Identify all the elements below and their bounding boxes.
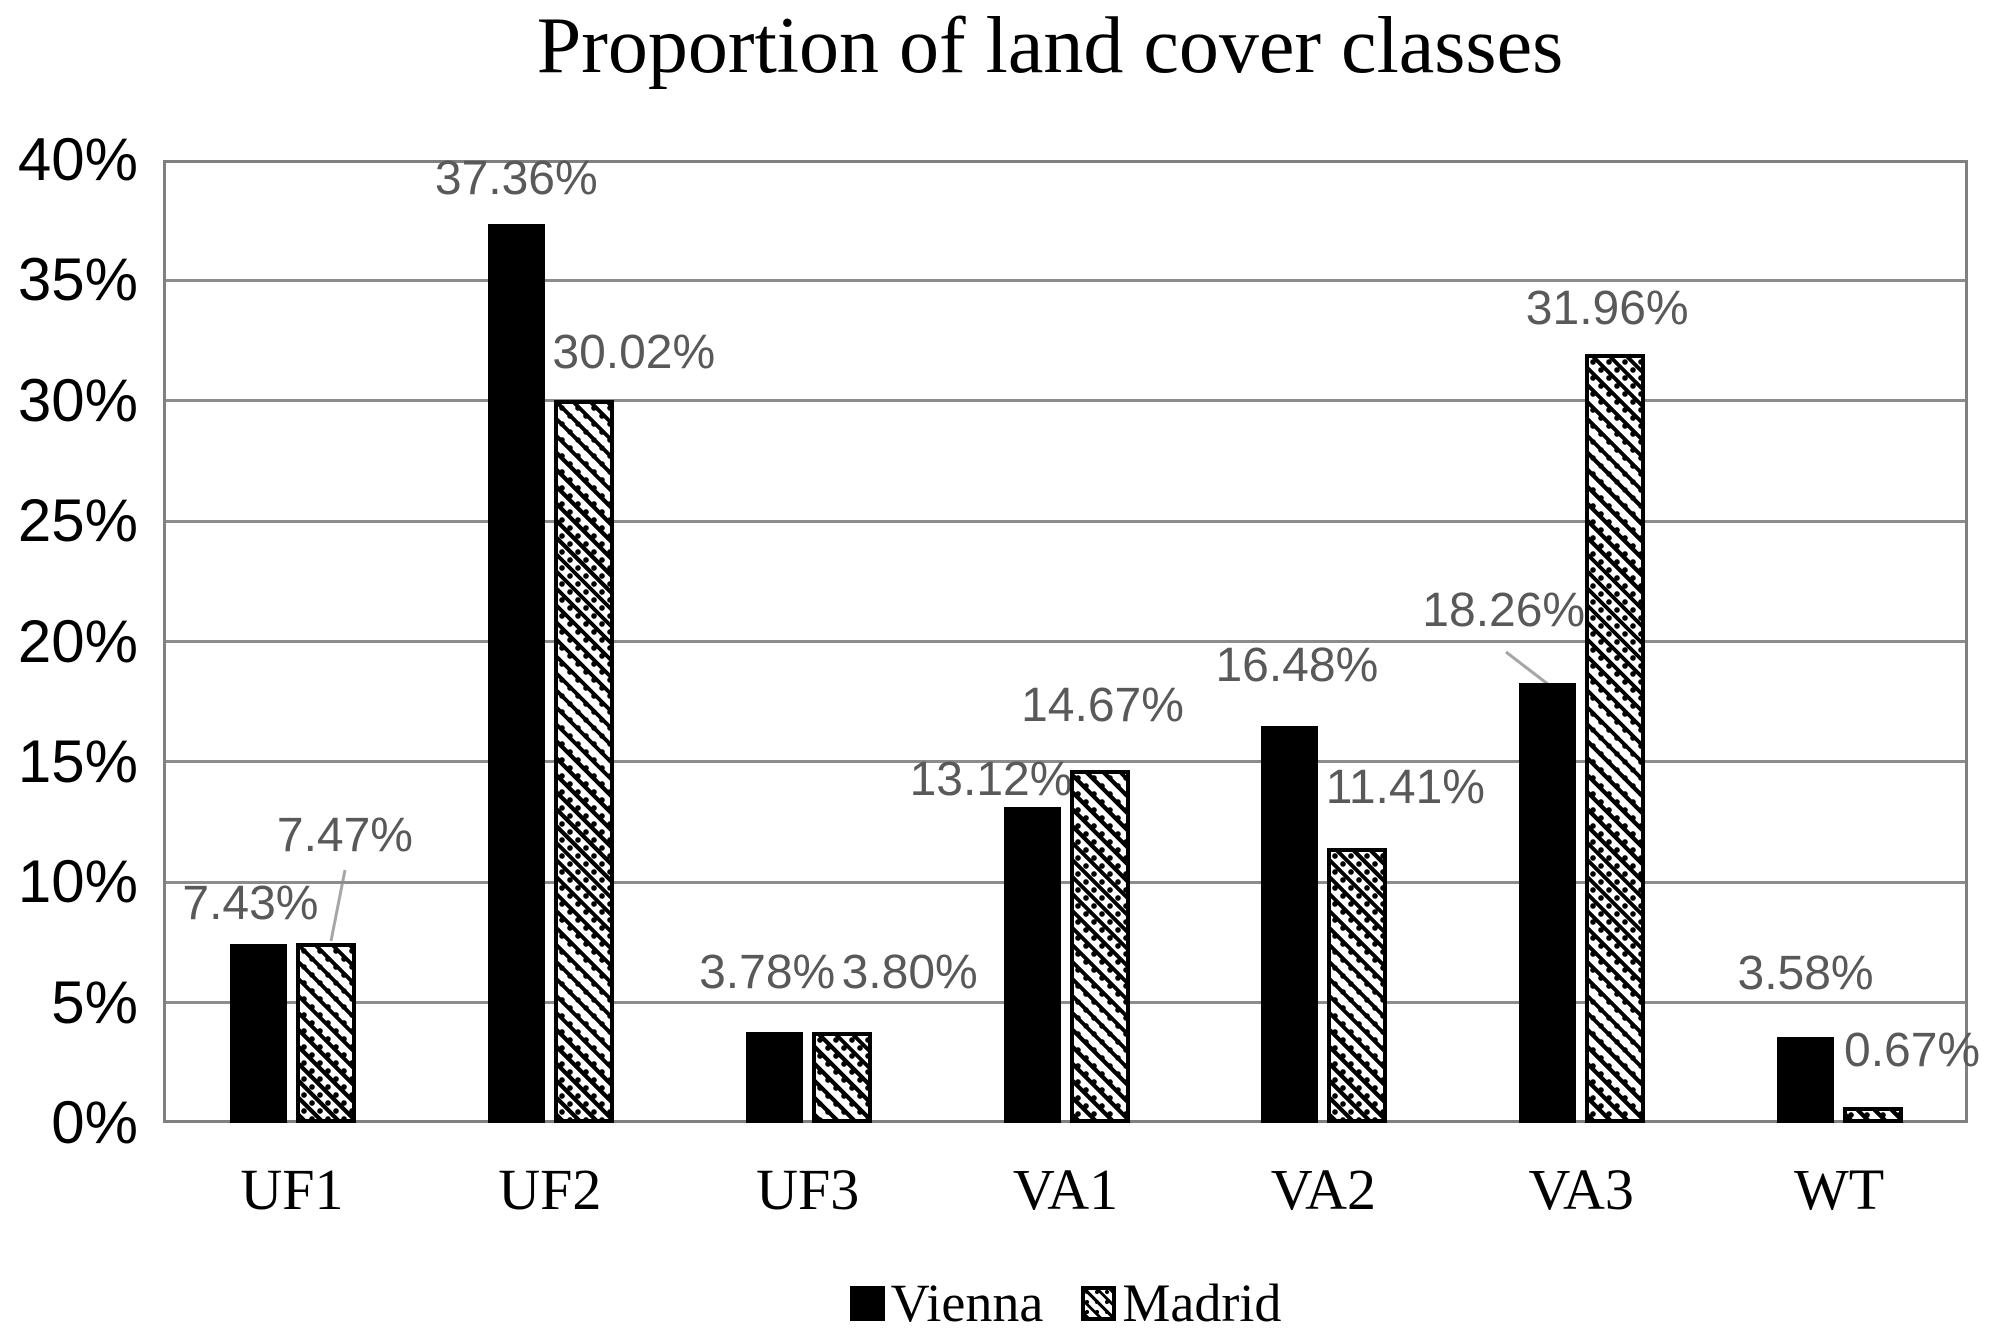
data-label-madrid-wt: 0.67% [1844, 1023, 1981, 1077]
bar-madrid-uf2 [553, 400, 614, 1123]
bar-madrid-uf3 [811, 1031, 872, 1123]
legend-label-vienna: Vienna [890, 1273, 1044, 1333]
data-label-madrid-uf2: 30.02% [552, 326, 716, 380]
data-label-madrid-va1: 14.67% [1021, 678, 1184, 732]
x-axis-label-uf2: UF2 [498, 1157, 602, 1222]
x-axis-label-uf1: UF1 [240, 1157, 344, 1222]
x-axis-label-va3: VA3 [1528, 1157, 1634, 1222]
bar-vienna-uf1 [229, 944, 287, 1123]
bar-vienna-va2 [1261, 726, 1319, 1123]
bar-vienna-uf2 [487, 223, 545, 1123]
y-axis-tick-label-10: 10% [17, 848, 138, 916]
gridline-15 [163, 760, 1968, 764]
x-axis-label-uf3: UF3 [756, 1157, 860, 1222]
y-axis-tick-label-25: 25% [17, 487, 138, 555]
gridline-20 [163, 640, 1968, 643]
x-axis-label-va1: VA1 [1012, 1157, 1119, 1222]
bar-vienna-wt [1777, 1036, 1835, 1123]
chart-legend: Vienna Madrid [163, 1273, 1968, 1333]
bar-madrid-wt [1843, 1106, 1904, 1123]
data-label-madrid-uf3: 3.80% [841, 945, 978, 999]
data-label-madrid-va2: 11.41% [1325, 761, 1485, 815]
gridline-35 [163, 278, 1968, 282]
y-axis-tick-label-20: 20% [17, 607, 138, 675]
bar-madrid-va1 [1069, 769, 1130, 1123]
bar-madrid-va3 [1585, 353, 1646, 1123]
y-axis-tick-label-15: 15% [17, 727, 138, 795]
plot-border [163, 160, 1968, 1123]
legend-item-vienna: Vienna [849, 1273, 1044, 1333]
bar-madrid-va2 [1327, 848, 1388, 1123]
y-axis-tick-label-35: 35% [17, 246, 138, 314]
gridline-5 [163, 1001, 1968, 1005]
bar-madrid-uf1 [295, 943, 356, 1123]
data-label-vienna-uf2: 37.36% [434, 151, 598, 205]
legend-swatch-madrid-icon [1081, 1285, 1117, 1321]
y-axis-tick-label-40: 40% [17, 126, 138, 193]
bar-vienna-uf3 [745, 1031, 803, 1123]
data-label-vienna-uf3: 3.78% [699, 945, 836, 999]
y-axis-tick-label-0: 0% [51, 1089, 138, 1156]
data-label-madrid-va3: 31.96% [1525, 281, 1689, 335]
data-label-vienna-va1: 13.12% [909, 753, 1073, 807]
chart-title: Proportion of land cover classes [536, 2, 1564, 90]
legend-item-madrid: Madrid [1081, 1276, 1281, 1330]
y-axis-tick-label-5: 5% [51, 968, 138, 1036]
bar-vienna-va1 [1003, 807, 1061, 1123]
x-axis-label-va2: VA2 [1270, 1157, 1376, 1222]
legend-label-madrid: Madrid [1122, 1273, 1282, 1333]
data-label-vienna-wt: 3.58% [1737, 946, 1874, 1000]
gridline-10 [163, 880, 1968, 884]
gridline-30 [163, 399, 1968, 403]
data-label-vienna-uf1: 7.43% [182, 877, 319, 931]
data-label-vienna-va2: 16.48% [1215, 639, 1379, 693]
bar-vienna-va3 [1519, 683, 1577, 1123]
x-axis-label-wt: WT [1793, 1157, 1885, 1222]
legend-swatch-vienna-icon [849, 1285, 885, 1321]
y-axis-tick-label-30: 30% [17, 366, 138, 434]
gridline-25 [163, 519, 1968, 523]
data-label-vienna-va3: 18.26% [1422, 584, 1586, 638]
data-label-madrid-uf1: 7.47% [276, 809, 413, 863]
